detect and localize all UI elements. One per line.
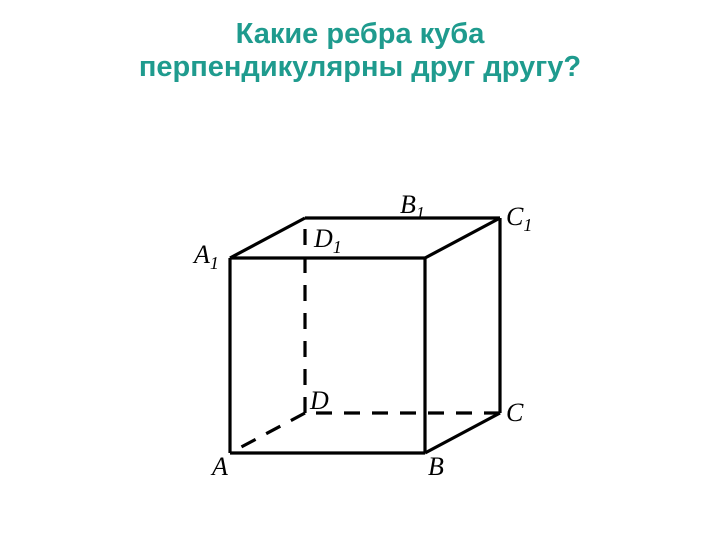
title-line-1: Какие ребра куба (0, 18, 720, 51)
vertex-label-C: C (506, 398, 524, 427)
vertex-label-D1: D1 (313, 224, 342, 257)
edge-B1-C1 (425, 218, 500, 258)
vertex-label-A: A (210, 452, 228, 481)
title-line-2: перпендикулярны друг другу? (0, 51, 720, 84)
cube-diagram: A B C D A1 B1 C1 D1 (170, 113, 550, 493)
page-title: Какие ребра куба перпендикулярны друг др… (0, 0, 720, 85)
vertex-label-D: D (309, 386, 329, 415)
vertex-label-A1: A1 (192, 240, 219, 273)
edge-D-A (230, 413, 305, 453)
cube-diagram-container: A B C D A1 B1 C1 D1 (0, 113, 720, 493)
vertex-label-B1: B1 (400, 190, 425, 223)
vertex-label-B: B (428, 452, 444, 481)
edge-B-C (425, 413, 500, 453)
edge-D1-A1 (230, 218, 305, 258)
vertex-label-C1: C1 (506, 202, 532, 235)
